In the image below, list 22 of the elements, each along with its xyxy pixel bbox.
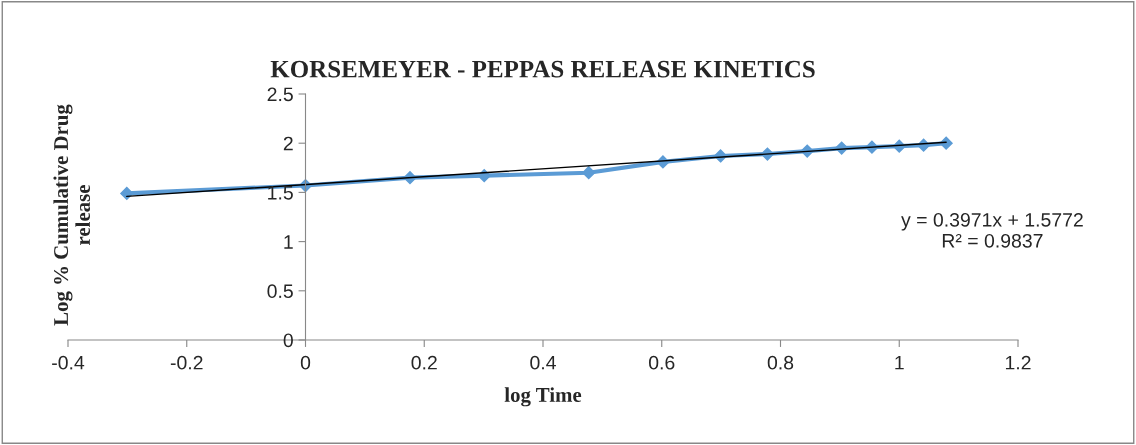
y-tick-label: 2.5 <box>267 87 293 102</box>
x-tick-label: 0.2 <box>411 355 437 370</box>
y-tick-label: 1 <box>284 235 293 249</box>
x-tick-label: 1 <box>895 355 904 370</box>
annotation: y = 0.3971x + 1.5772 R² = 0.9837 <box>901 212 1083 248</box>
y-tick-label: 0.5 <box>267 284 293 299</box>
x-tick-label: 0.6 <box>649 355 675 370</box>
x-tick-label: -0.2 <box>170 355 203 370</box>
x-tick-label: 1.2 <box>1005 355 1031 370</box>
point <box>939 136 953 150</box>
y-axis-title: Log % Cumulative Drug release <box>53 104 91 326</box>
x-tick-label: 0 <box>300 355 311 370</box>
y-tick-label: 2 <box>283 136 293 151</box>
x-axis-title: log Time <box>504 387 582 407</box>
x-tick-label: -0.4 <box>52 355 85 370</box>
x-tick-label: 0.4 <box>530 355 556 370</box>
point <box>582 166 596 180</box>
point <box>120 186 134 200</box>
chart-title: KORSEMEYER - PEPPAS RELEASE KINETICS <box>270 60 815 78</box>
y-tick-label: 0 <box>283 333 293 348</box>
y-tick-label: 1.5 <box>268 186 293 200</box>
x-tick-label: 0.8 <box>767 355 794 370</box>
